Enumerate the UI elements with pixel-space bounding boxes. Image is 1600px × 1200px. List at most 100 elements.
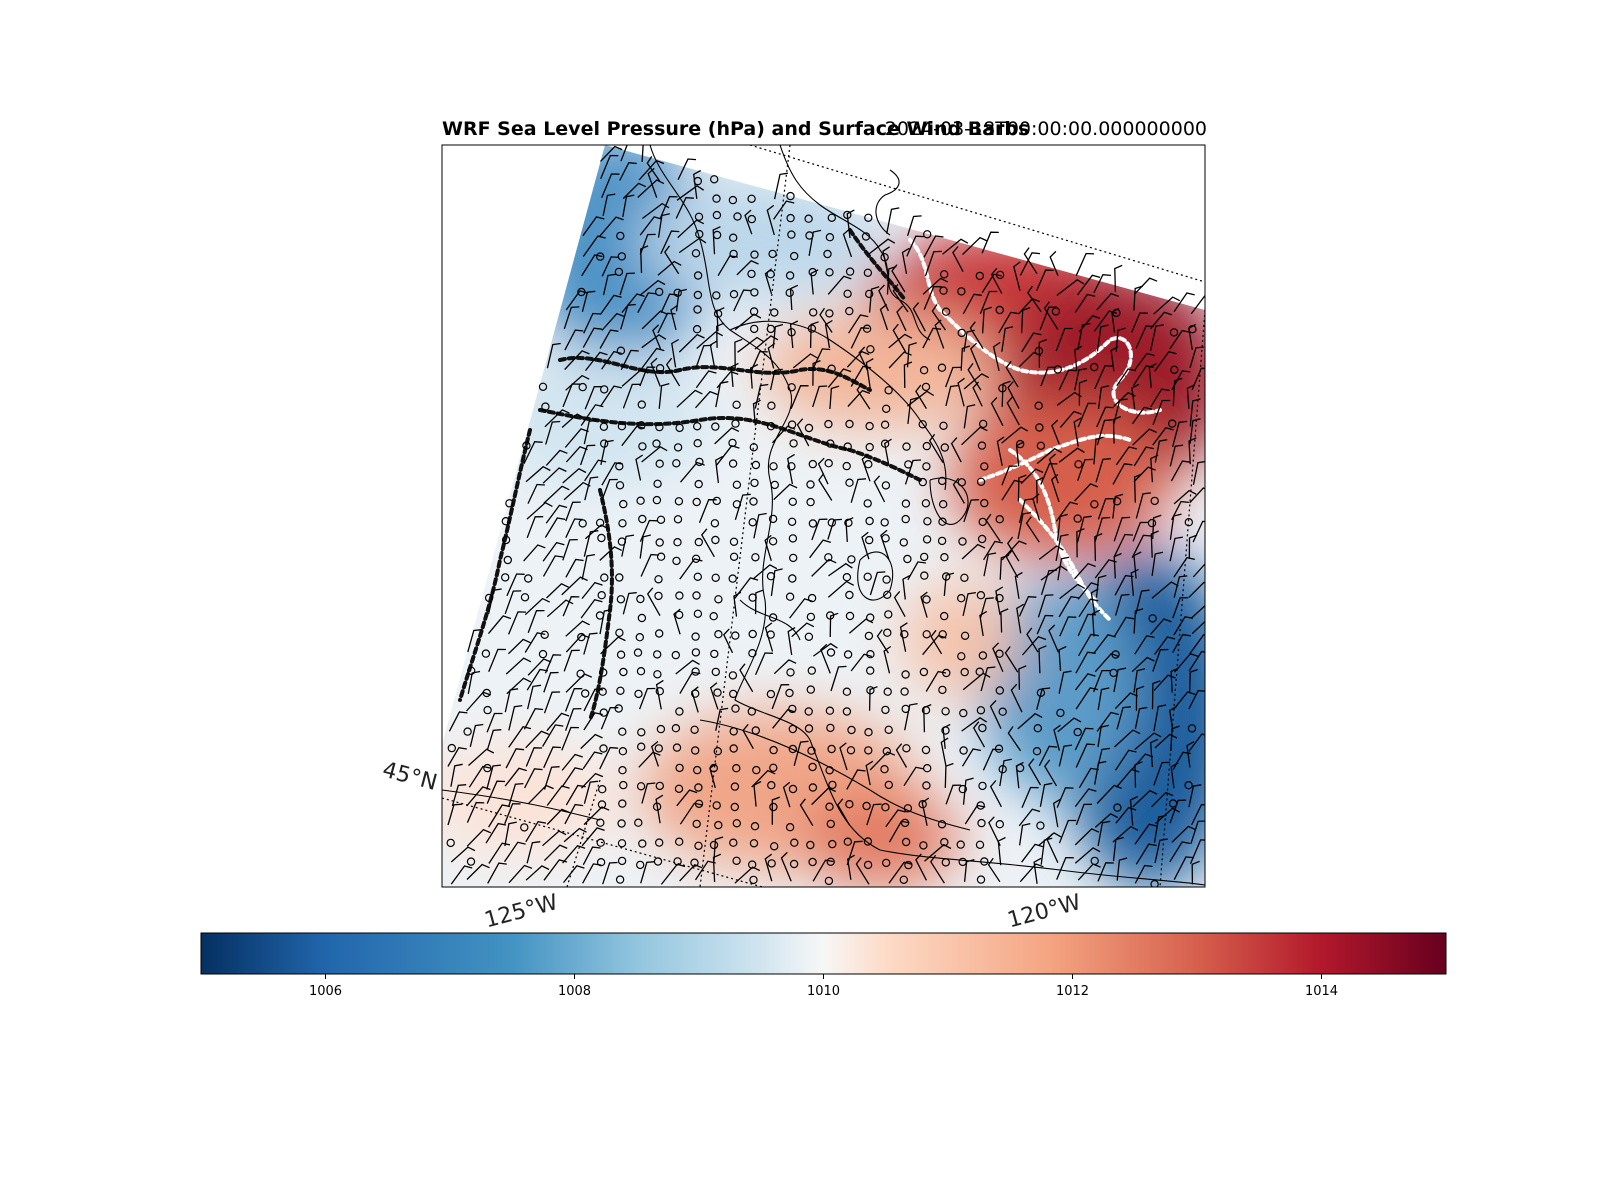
- calm-wind-marker: [598, 687, 607, 696]
- wind-barb: [1153, 674, 1176, 691]
- calm-wind-marker: [826, 819, 836, 829]
- wind-barb: [1007, 381, 1020, 410]
- wind-barb: [1077, 863, 1101, 881]
- calm-wind-marker: [903, 804, 913, 813]
- wind-barb: [1046, 833, 1059, 863]
- calm-wind-marker: [748, 518, 757, 527]
- wind-barb: [583, 780, 599, 804]
- calm-wind-marker: [1184, 518, 1194, 527]
- wind-barb: [544, 517, 566, 538]
- wind-barb: [969, 321, 984, 350]
- calm-wind-marker: [884, 386, 893, 395]
- calm-wind-marker: [976, 591, 986, 600]
- wind-barb: [734, 313, 762, 331]
- wind-barb: [678, 333, 705, 353]
- wind-barb: [622, 591, 637, 615]
- calm-wind-marker: [958, 784, 968, 794]
- wind-barb: [1153, 296, 1181, 315]
- wind-barb: [790, 385, 809, 409]
- wind-barb: [1153, 814, 1167, 843]
- wind-barb: [622, 182, 647, 200]
- calm-wind-marker: [960, 573, 969, 583]
- calm-wind-marker: [520, 593, 530, 602]
- wind-barb: [1076, 515, 1092, 543]
- wind-barb: [1038, 645, 1047, 674]
- wind-barb: [506, 573, 525, 597]
- wind-barb: [920, 591, 928, 618]
- calm-wind-marker: [978, 723, 987, 733]
- calm-wind-marker: [768, 514, 778, 524]
- wind-barb: [753, 512, 767, 539]
- wind-barb: [543, 859, 568, 881]
- wind-barb: [764, 268, 773, 294]
- wind-barb: [1134, 761, 1143, 788]
- wind-barb: [1172, 633, 1191, 653]
- calm-wind-marker: [674, 784, 684, 794]
- calm-wind-marker: [752, 765, 761, 775]
- wind-barb: [583, 688, 604, 712]
- wind-barb: [786, 453, 795, 485]
- wind-barb: [961, 543, 986, 560]
- wind-barb: [1132, 365, 1155, 387]
- wind-barb: [468, 765, 491, 788]
- calm-wind-marker: [541, 402, 550, 411]
- wind-barb: [1149, 324, 1164, 351]
- wind-barb: [902, 574, 911, 600]
- wind-barb: [1074, 345, 1083, 371]
- wind-barb: [1154, 807, 1180, 825]
- wind-barb: [523, 544, 546, 562]
- calm-wind-marker: [656, 724, 666, 734]
- calm-wind-marker: [1169, 328, 1179, 337]
- calm-wind-marker: [693, 290, 703, 300]
- wind-barb: [679, 671, 701, 694]
- wind-barb: [846, 769, 866, 790]
- colorbar-ticks: 1006 1008 1010 1012 1014: [309, 974, 1338, 999]
- wind-barb: [507, 638, 531, 655]
- wind-barb: [1114, 729, 1141, 748]
- wind-barb: [1113, 533, 1134, 558]
- wind-barb: [1001, 465, 1018, 486]
- wind-barb: [1190, 820, 1205, 844]
- wind-barb: [924, 843, 952, 862]
- wind-barb: [599, 608, 613, 635]
- wind-barb: [988, 816, 1001, 846]
- pressure-field: [442, 145, 1205, 887]
- wind-barb: [564, 350, 590, 370]
- calm-wind-marker: [826, 648, 836, 657]
- calm-wind-marker: [865, 535, 874, 545]
- wind-barb: [1059, 410, 1082, 428]
- wind-barb: [1095, 458, 1111, 483]
- wind-barb: [525, 730, 550, 749]
- wind-barb: [1077, 458, 1094, 481]
- calm-wind-marker: [1073, 514, 1082, 523]
- calm-wind-marker: [880, 518, 889, 527]
- wind-barb: [506, 677, 532, 695]
- wind-barb: [600, 478, 618, 503]
- wind-barb: [1169, 444, 1184, 467]
- calm-wind-marker: [788, 497, 798, 506]
- calm-wind-marker: [789, 859, 799, 869]
- calm-wind-marker: [769, 462, 778, 471]
- wind-barb: [1152, 426, 1174, 446]
- wind-barb: [755, 652, 774, 676]
- wind-barb: [599, 329, 619, 349]
- wind-barb: [1001, 540, 1027, 561]
- wind-barb: [861, 453, 871, 482]
- calm-wind-marker: [922, 781, 931, 790]
- calm-wind-marker: [884, 780, 894, 790]
- wind-barb: [1001, 380, 1011, 407]
- wind-barb: [581, 290, 596, 312]
- wind-barb: [1131, 383, 1140, 410]
- wind-barb: [827, 518, 842, 540]
- wind-barb: [565, 784, 586, 806]
- calm-wind-marker: [845, 611, 855, 621]
- calm-wind-marker: [827, 744, 836, 754]
- calm-wind-marker: [673, 538, 682, 547]
- wind-barb: [1150, 454, 1159, 483]
- wind-barb: [562, 383, 581, 408]
- wind-barb: [1028, 758, 1042, 786]
- calm-wind-marker: [824, 459, 833, 468]
- wind-barb: [934, 319, 945, 349]
- wind-barb: [564, 707, 582, 731]
- calm-wind-marker: [636, 782, 646, 791]
